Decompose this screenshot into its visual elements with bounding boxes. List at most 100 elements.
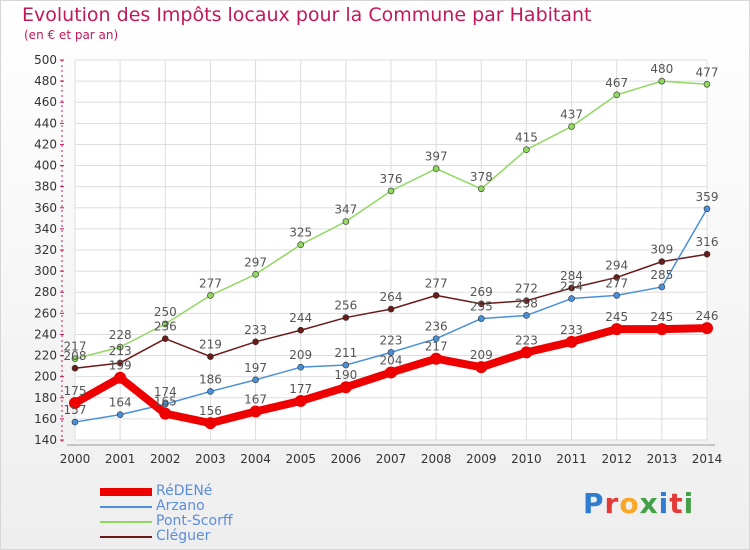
data-label: 213 bbox=[109, 344, 132, 358]
data-label: 217 bbox=[64, 340, 87, 354]
data-label: 325 bbox=[289, 226, 312, 240]
data-label: 223 bbox=[515, 333, 538, 347]
data-label: 245 bbox=[605, 310, 628, 324]
data-point bbox=[568, 295, 575, 302]
data-point bbox=[658, 283, 666, 291]
data-label: 244 bbox=[289, 311, 312, 325]
data-point bbox=[342, 314, 350, 321]
data-point bbox=[207, 388, 214, 395]
data-point bbox=[342, 218, 350, 225]
data-point bbox=[159, 407, 172, 420]
proxiti-logo: Proxiti bbox=[583, 487, 694, 520]
data-label: 209 bbox=[289, 348, 312, 362]
grid bbox=[74, 59, 708, 441]
data-label: 246 bbox=[696, 309, 719, 323]
data-label: 272 bbox=[515, 282, 538, 296]
x-tick-label: 2000 bbox=[60, 452, 91, 466]
y-tick-label: 420 bbox=[34, 137, 57, 151]
y-tick-label: 260 bbox=[34, 306, 57, 320]
y-tick-label: 220 bbox=[34, 349, 57, 363]
data-point bbox=[703, 80, 711, 88]
data-label: 223 bbox=[380, 333, 403, 347]
y-tick-label: 180 bbox=[34, 391, 57, 405]
y-tick-label: 200 bbox=[34, 370, 57, 384]
logo-letter: o bbox=[619, 487, 640, 520]
logo-letter: i bbox=[683, 487, 695, 520]
data-label: 211 bbox=[334, 346, 357, 360]
data-point bbox=[613, 91, 621, 99]
data-point bbox=[523, 146, 530, 154]
data-label: 167 bbox=[244, 393, 267, 407]
data-label: 277 bbox=[425, 276, 448, 290]
data-label: 256 bbox=[334, 299, 357, 313]
data-point bbox=[297, 363, 305, 371]
data-point bbox=[477, 315, 485, 322]
data-label: 277 bbox=[199, 276, 222, 290]
data-label: 477 bbox=[696, 65, 719, 79]
data-label: 297 bbox=[244, 255, 267, 269]
data-label: 467 bbox=[605, 76, 628, 90]
data-point bbox=[116, 359, 124, 367]
data-point bbox=[568, 284, 575, 292]
data-label: 255 bbox=[470, 300, 493, 314]
data-point bbox=[116, 343, 124, 351]
y-tick-label: 480 bbox=[34, 74, 57, 88]
data-point bbox=[116, 411, 124, 418]
data-point bbox=[613, 274, 621, 281]
data-point bbox=[249, 405, 262, 418]
data-point bbox=[610, 323, 623, 336]
data-point bbox=[71, 355, 79, 363]
data-label: 217 bbox=[425, 340, 448, 354]
y-tick-label: 140 bbox=[34, 433, 57, 447]
x-tick-label: 2004 bbox=[240, 452, 271, 466]
data-label: 175 bbox=[64, 384, 87, 398]
data-point bbox=[342, 361, 350, 369]
legend-swatch bbox=[100, 506, 152, 508]
x-tick-label: 2014 bbox=[692, 452, 723, 466]
data-point bbox=[568, 123, 575, 130]
y-tick-label: 320 bbox=[34, 243, 57, 257]
data-point bbox=[655, 323, 668, 336]
data-label: 274 bbox=[560, 280, 583, 294]
axes: 140 160 180 200 220 240 260 280 300 320 340 360 380 4… bbox=[34, 53, 722, 466]
legend-label: Cléguer bbox=[156, 528, 211, 544]
data-label: 258 bbox=[515, 296, 538, 310]
logo-letter: P bbox=[583, 487, 605, 520]
data-label: 208 bbox=[64, 349, 87, 363]
data-label: 415 bbox=[515, 131, 538, 145]
x-tick-label: 2008 bbox=[421, 452, 452, 466]
data-label: 245 bbox=[650, 310, 673, 324]
data-label: 294 bbox=[605, 258, 628, 272]
data-point bbox=[477, 300, 485, 308]
data-label: 233 bbox=[560, 323, 583, 337]
data-label: 397 bbox=[425, 150, 448, 164]
data-label: 378 bbox=[470, 170, 493, 184]
data-label: 209 bbox=[470, 348, 493, 362]
data-point bbox=[432, 292, 440, 299]
data-point bbox=[207, 353, 214, 360]
data-label: 285 bbox=[650, 268, 673, 282]
x-tick-label: 2003 bbox=[195, 452, 226, 466]
data-point bbox=[69, 397, 81, 410]
data-label: 316 bbox=[696, 235, 719, 249]
logo-letter: r bbox=[604, 487, 620, 520]
data-point bbox=[523, 297, 530, 304]
x-tick-label: 2002 bbox=[150, 452, 181, 466]
x-tick-label: 2013 bbox=[647, 452, 678, 466]
y-tick-label: 340 bbox=[34, 222, 57, 236]
data-point bbox=[114, 371, 127, 384]
data-point bbox=[703, 205, 711, 213]
data-label: 157 bbox=[64, 403, 87, 417]
data-point bbox=[520, 346, 533, 359]
y-tick-label: 460 bbox=[34, 95, 57, 109]
data-point bbox=[565, 335, 578, 348]
y-tick-label: 240 bbox=[34, 327, 57, 341]
y-tick-label: 400 bbox=[34, 159, 57, 173]
data-label: 177 bbox=[289, 382, 312, 396]
data-label: 219 bbox=[199, 338, 222, 352]
x-tick-label: 2010 bbox=[511, 452, 542, 466]
y-tick-label: 440 bbox=[34, 116, 57, 130]
data-label: 250 bbox=[154, 305, 177, 319]
data-point bbox=[252, 270, 259, 278]
chart-title: Evolution des Impôts locaux pour la Comm… bbox=[22, 4, 592, 26]
